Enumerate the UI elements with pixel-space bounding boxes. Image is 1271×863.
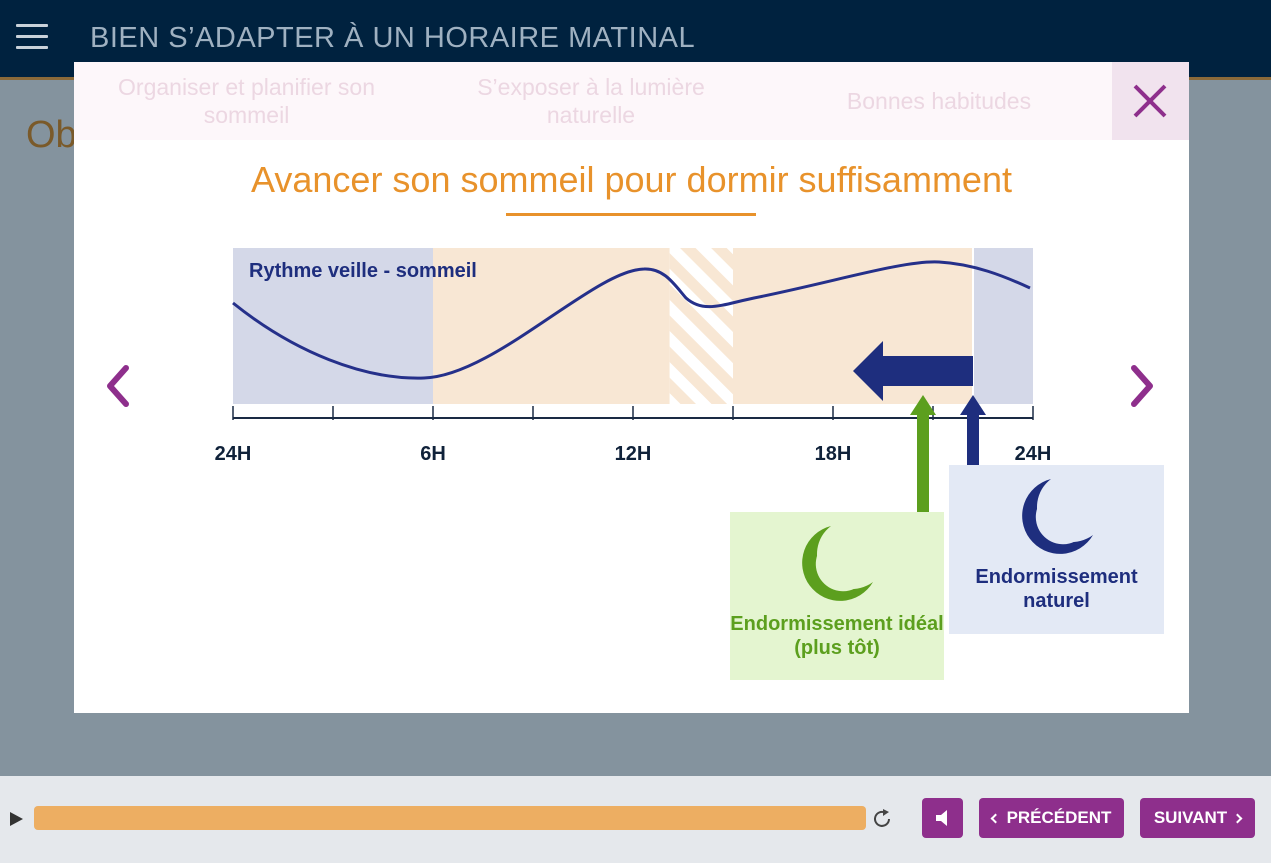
next-label: SUIVANT xyxy=(1153,808,1228,827)
play-icon xyxy=(10,812,23,826)
rhythm-curve xyxy=(232,260,1031,380)
natural-onset-pointer xyxy=(960,395,986,465)
chevron-right-icon[interactable] xyxy=(1128,362,1158,410)
title-underline xyxy=(506,213,756,216)
chevron-left-icon xyxy=(990,813,1001,823)
next-button[interactable]: SUIVANT xyxy=(1140,798,1255,838)
slide-title: Avancer son sommeil pour dormir suffisam… xyxy=(251,159,1012,200)
progress-bar[interactable] xyxy=(34,806,866,830)
natural-onset-label: Endormissement naturel xyxy=(975,566,1138,612)
x-tick-label: 18H xyxy=(815,443,852,465)
x-axis-ticks xyxy=(232,406,1034,420)
ideal-onset-pointer xyxy=(910,395,936,512)
background-heading: Ob xyxy=(26,114,77,156)
ideal-onset-callout: Endormissement idéal (plus tôt) xyxy=(730,512,944,680)
tab-lumiere[interactable]: S’exposer à la lumière naturelle xyxy=(477,74,705,128)
moon-icon xyxy=(802,526,873,601)
tab-bar: Organiser et planifier son sommeil S’exp… xyxy=(74,62,1112,140)
previous-label: PRÉCÉDENT xyxy=(1006,808,1112,827)
chevron-right-icon xyxy=(1232,813,1243,823)
progress-fill xyxy=(34,806,866,830)
sound-button[interactable] xyxy=(922,798,963,838)
app-title: BIEN S’ADAPTER À UN HORAIRE MATINAL xyxy=(90,22,696,54)
advance-arrow xyxy=(853,341,973,401)
series-label: Rythme veille - sommeil xyxy=(249,260,477,282)
tab-habitudes[interactable]: Bonnes habitudes xyxy=(846,88,1032,114)
x-tick-label: 24H xyxy=(215,443,252,465)
tab-organiser[interactable]: Organiser et planifier son sommeil xyxy=(118,74,375,128)
hamburger-icon[interactable] xyxy=(16,24,48,50)
siesta-band xyxy=(669,248,733,404)
x-tick-label: 24H xyxy=(1015,443,1052,465)
wake-band xyxy=(433,248,670,404)
x-tick-label: 12H xyxy=(615,443,652,465)
previous-button[interactable]: PRÉCÉDENT xyxy=(979,798,1124,838)
replay-icon xyxy=(874,809,890,827)
close-button[interactable] xyxy=(1112,62,1189,140)
sleep-rhythm-chart: Rythme veille - sommeil 24H 6H 12H 18H 2… xyxy=(215,248,1052,512)
speaker-icon xyxy=(935,810,947,826)
close-icon xyxy=(1133,84,1167,118)
moon-icon xyxy=(1021,479,1093,554)
player-footer: PRÉCÉDENT SUIVANT xyxy=(0,776,1271,863)
play-button[interactable] xyxy=(8,809,26,829)
ideal-onset-label: Endormissement idéal (plus tôt) xyxy=(730,613,944,659)
x-tick-label: 6H xyxy=(420,443,446,465)
natural-onset-callout: Endormissement naturel xyxy=(949,465,1164,634)
chevron-left-icon[interactable] xyxy=(102,362,132,410)
slide-modal: Organiser et planifier son sommeil S’exp… xyxy=(74,62,1189,713)
night-band xyxy=(973,248,1033,404)
replay-button[interactable] xyxy=(870,807,894,831)
